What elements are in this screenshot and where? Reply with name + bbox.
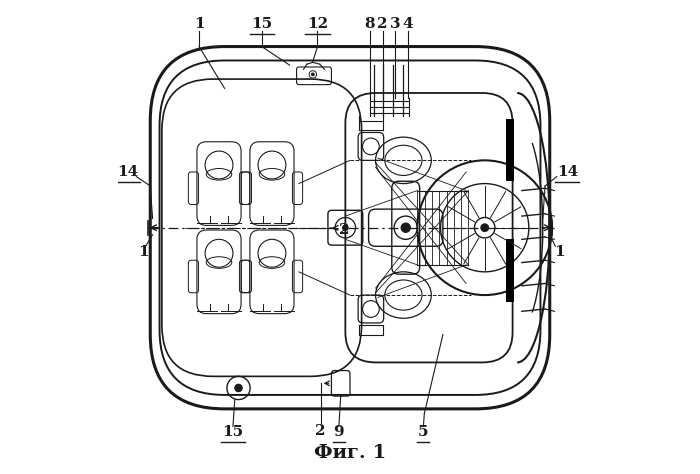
Circle shape <box>312 73 314 76</box>
Circle shape <box>234 384 242 392</box>
Bar <box>505 239 514 302</box>
Text: 9: 9 <box>333 425 344 439</box>
Text: 4: 4 <box>402 17 413 31</box>
Text: Фиг. 1: Фиг. 1 <box>314 444 386 462</box>
Circle shape <box>481 224 489 231</box>
Text: 3: 3 <box>390 17 400 31</box>
Text: 12: 12 <box>307 17 328 31</box>
Circle shape <box>401 223 410 232</box>
Text: 15: 15 <box>251 17 272 31</box>
Text: 5: 5 <box>418 425 428 439</box>
Bar <box>505 118 514 181</box>
Text: 1: 1 <box>138 245 148 259</box>
Text: 1: 1 <box>194 17 204 31</box>
Text: 14: 14 <box>556 165 578 179</box>
Text: 2: 2 <box>339 223 349 237</box>
Text: 1: 1 <box>554 245 564 259</box>
Text: 2: 2 <box>316 424 326 438</box>
Text: 14: 14 <box>118 165 139 179</box>
Text: 2: 2 <box>377 17 388 31</box>
Text: 15: 15 <box>223 425 244 439</box>
Text: 8: 8 <box>365 17 375 31</box>
Circle shape <box>342 225 348 230</box>
